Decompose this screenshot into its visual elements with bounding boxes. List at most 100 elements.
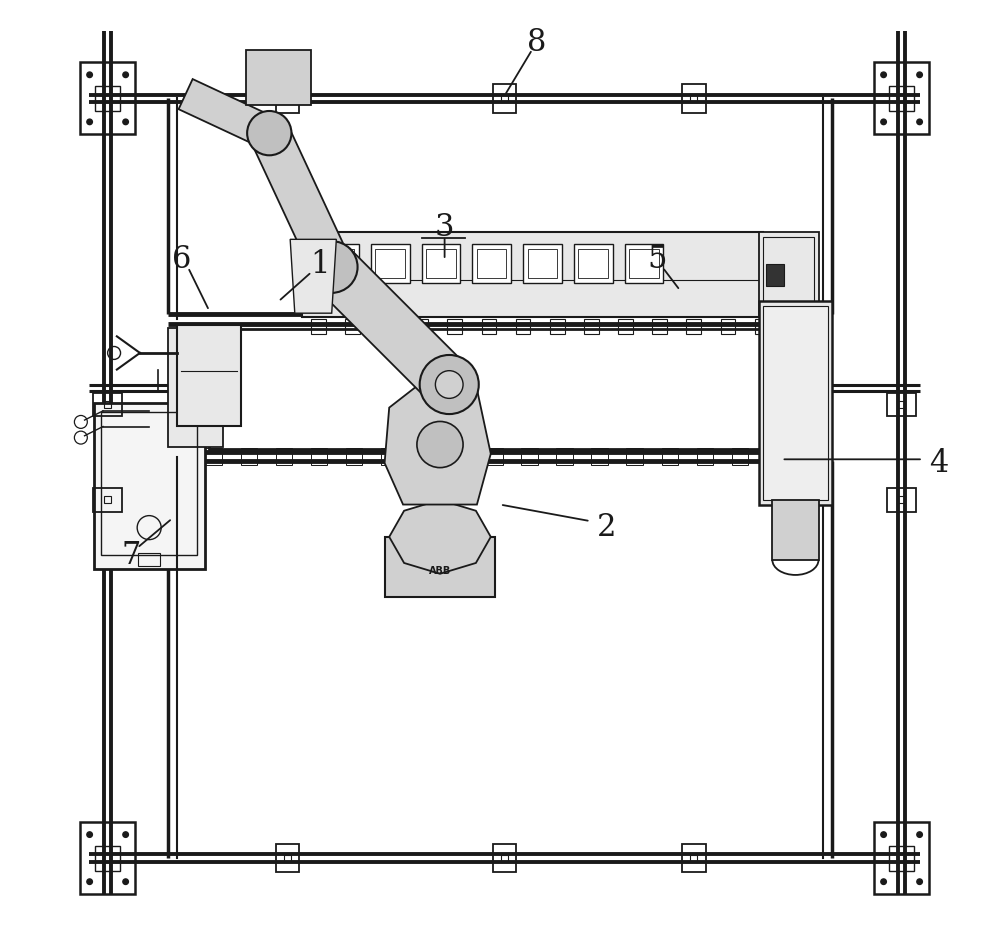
Bar [802,448,819,465]
Bar [477,249,506,279]
Bar [759,302,832,505]
Bar [501,855,508,862]
Circle shape [87,119,92,125]
Circle shape [881,832,886,837]
Circle shape [87,879,92,884]
Bar [276,84,299,113]
Bar [550,319,565,333]
Bar [493,84,516,113]
Bar [766,264,784,286]
Circle shape [247,111,291,156]
Polygon shape [313,249,468,403]
Text: 3: 3 [435,212,454,244]
Text: 2: 2 [596,512,616,544]
Bar [516,319,530,333]
Bar [732,448,748,465]
Bar [682,84,706,113]
Bar [493,844,516,872]
Bar [690,855,697,862]
Bar [767,448,783,465]
Text: 7: 7 [121,540,140,570]
Bar [177,324,241,426]
Bar [578,249,608,279]
Circle shape [306,241,358,293]
Bar [625,244,663,283]
Bar [413,319,428,333]
Circle shape [417,421,463,468]
Bar [501,94,508,102]
Bar [662,448,678,465]
Bar [80,62,135,134]
Bar [375,249,405,279]
Circle shape [881,119,886,125]
Text: ABB: ABB [429,567,451,577]
Circle shape [87,832,92,837]
Bar [93,488,122,511]
Bar [482,319,496,333]
Bar [697,448,713,465]
Bar [241,448,257,465]
Bar [101,412,197,556]
Bar [889,845,914,870]
Bar [276,844,299,872]
Text: 4: 4 [929,447,948,479]
Circle shape [917,119,922,125]
Bar [371,244,410,283]
Circle shape [917,72,922,78]
Circle shape [123,832,128,837]
Bar [486,448,503,465]
Bar [80,822,135,895]
Bar [284,855,291,862]
Bar [690,94,697,102]
Bar [451,448,468,465]
Bar [284,94,291,102]
Bar [311,448,327,465]
Bar [528,249,557,279]
Bar [205,448,222,465]
Bar [472,244,511,283]
Bar [422,244,460,283]
Bar [652,319,667,333]
Bar [385,537,495,597]
Bar [416,448,433,465]
Bar [95,845,120,870]
Bar [772,500,819,560]
Bar [721,319,735,333]
Text: 8: 8 [527,28,547,58]
Polygon shape [385,375,491,505]
Bar [521,448,538,465]
Bar [629,249,659,279]
Polygon shape [389,500,491,574]
Bar [209,329,819,449]
Bar [276,448,292,465]
Bar [325,249,354,279]
Bar [138,553,160,567]
Bar [345,319,360,333]
Bar [104,496,111,504]
Circle shape [123,119,128,125]
Circle shape [881,879,886,884]
Bar [302,232,763,317]
Bar [874,822,929,895]
Text: 6: 6 [172,244,191,275]
Bar [381,448,398,465]
Bar [246,50,311,106]
Text: 5: 5 [647,244,667,275]
Bar [94,403,205,569]
Bar [93,394,122,417]
Bar [759,232,819,317]
Circle shape [123,879,128,884]
Bar [887,394,916,417]
Circle shape [435,370,463,398]
Bar [591,448,608,465]
Bar [755,319,770,333]
Bar [889,86,914,111]
Bar [168,328,223,447]
Bar [346,448,362,465]
Bar [320,244,359,283]
Circle shape [917,832,922,837]
Bar [584,319,599,333]
Circle shape [420,355,479,414]
Bar [887,488,916,511]
Bar [763,307,828,500]
